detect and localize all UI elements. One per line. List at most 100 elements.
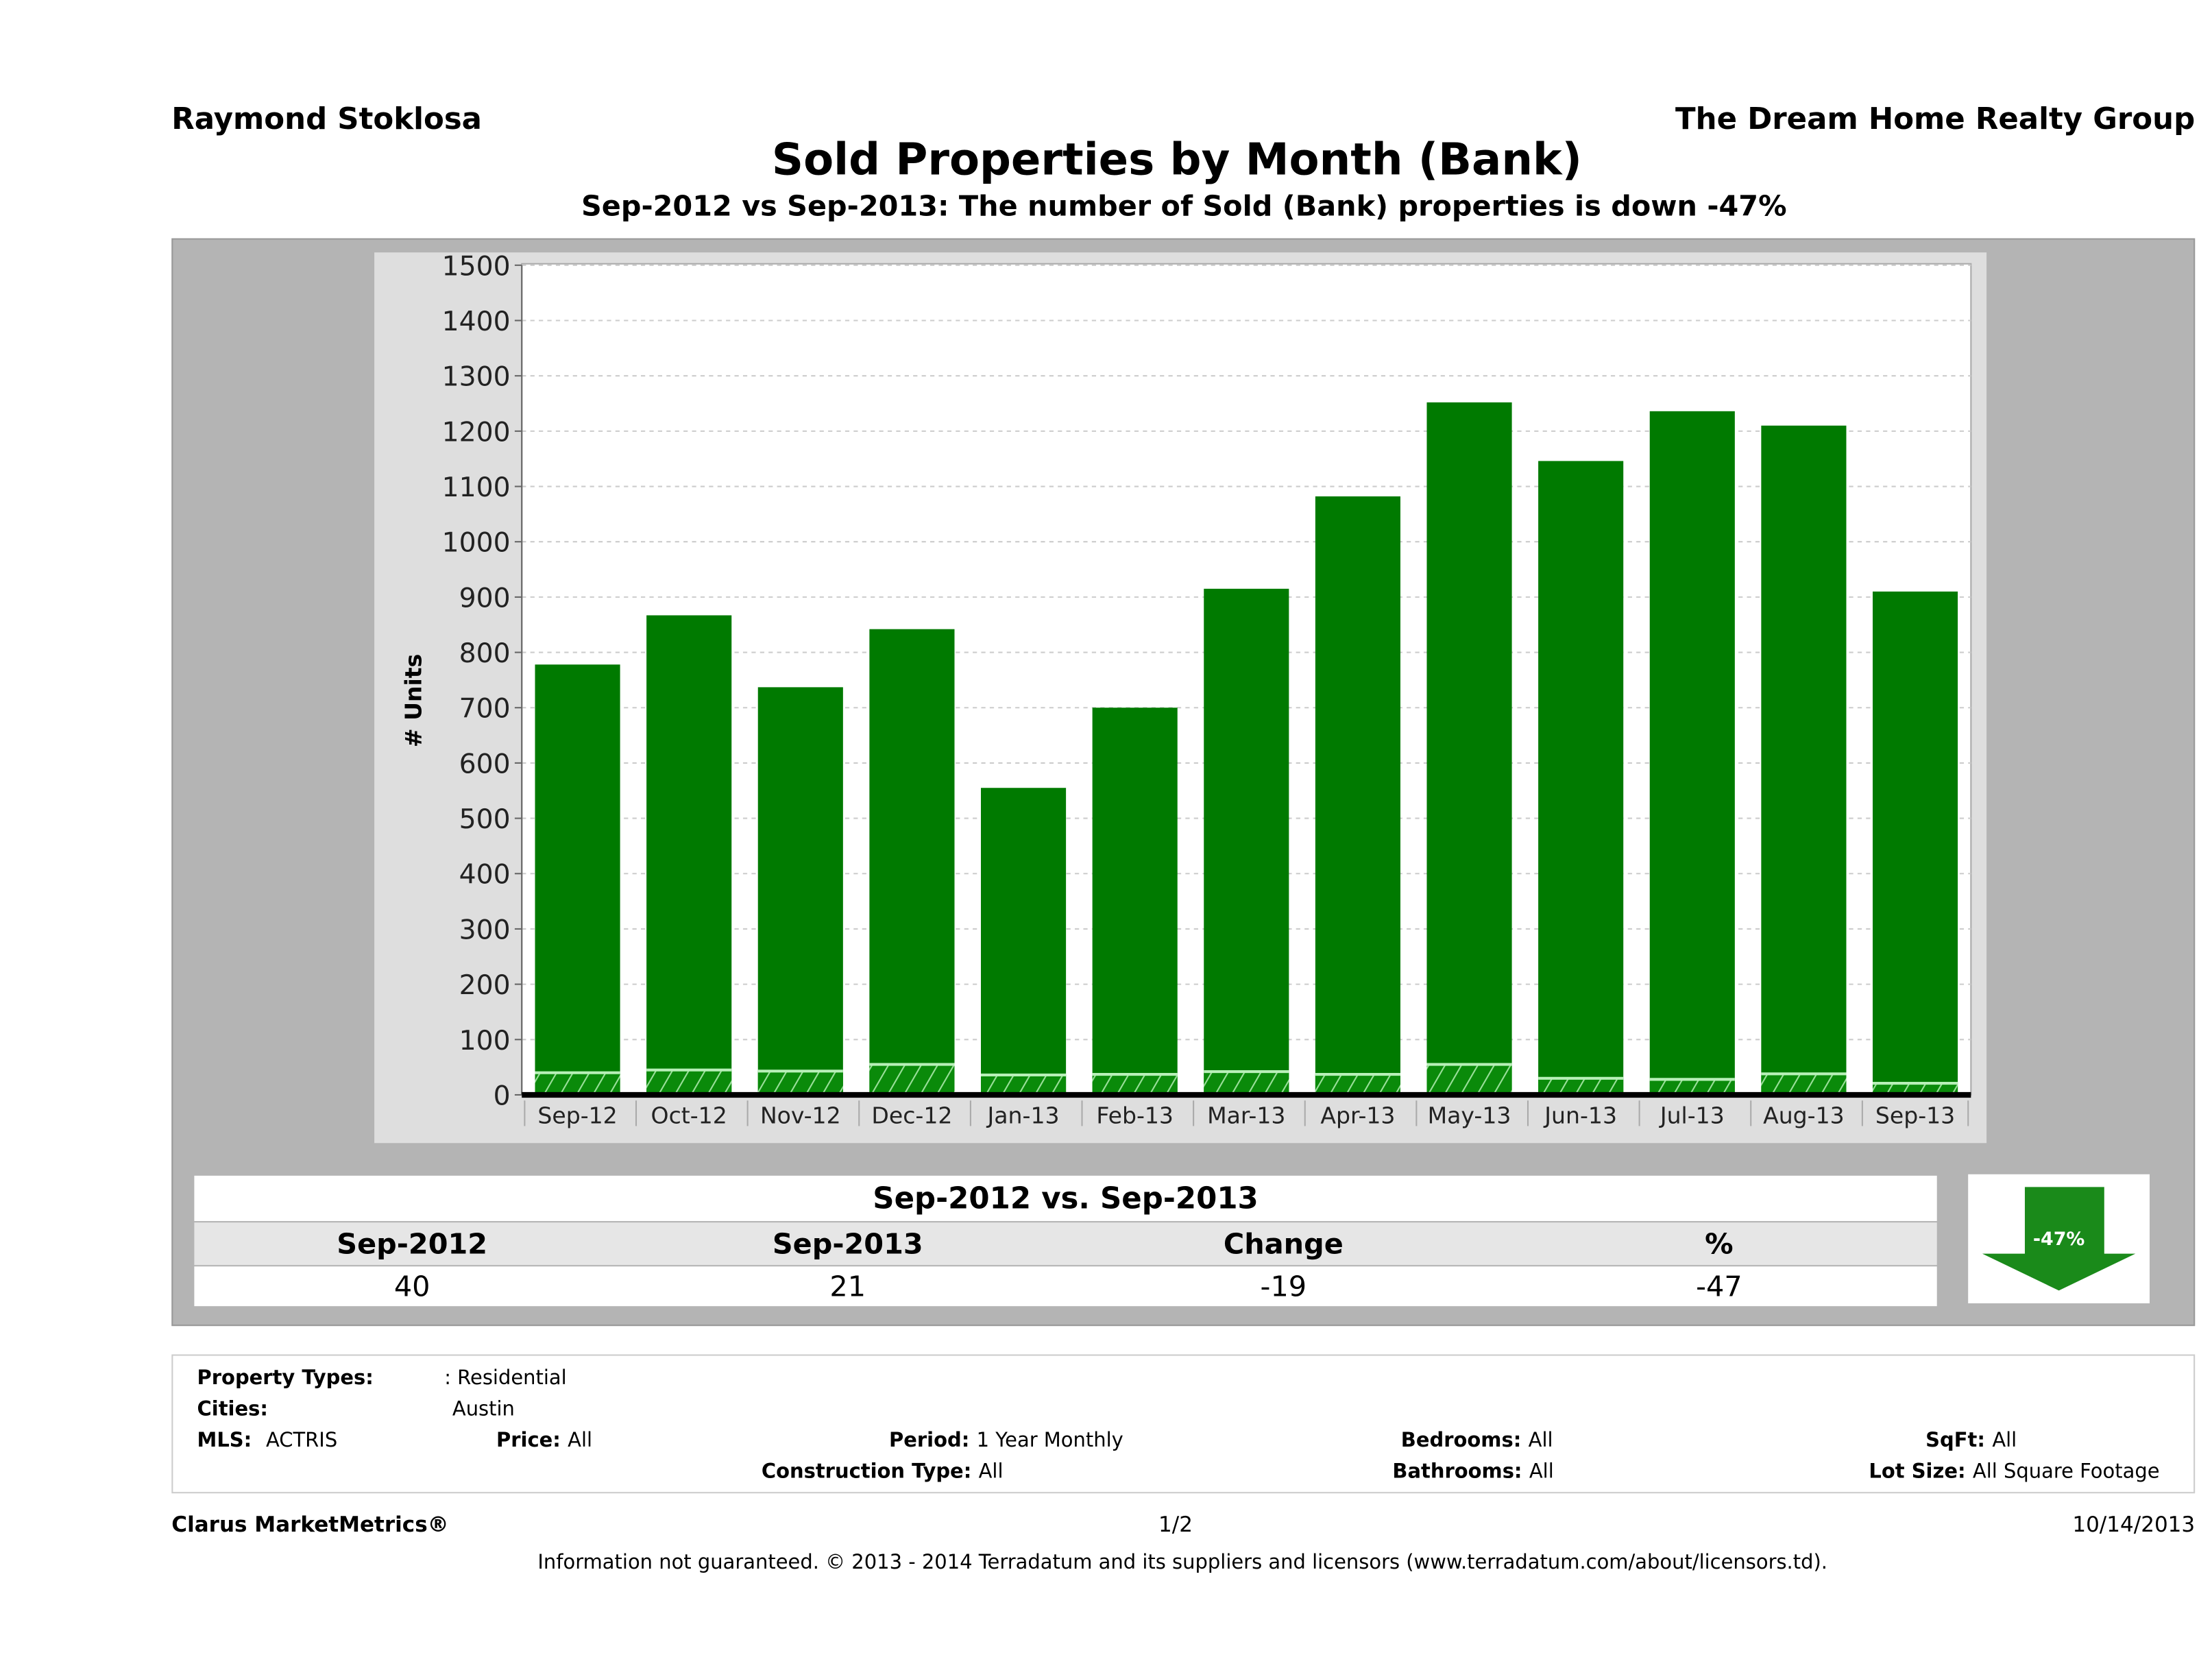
bar-total [1649, 411, 1735, 1095]
filter-label: Cities: [197, 1398, 268, 1421]
bar-bank [1649, 1079, 1735, 1095]
bar-bank [1761, 1074, 1847, 1095]
bar-total [1538, 461, 1624, 1095]
filter-value: All [978, 1460, 1004, 1484]
page-subtitle: Sep-2012 vs Sep-2013: The number of Sold… [581, 189, 1787, 223]
filter-mls: MLS: ACTRIS [197, 1428, 338, 1453]
brand-name: Clarus MarketMetrics® [171, 1512, 449, 1538]
x-tick-label: Jan-13 [986, 1102, 1060, 1128]
y-tick-label: 100 [459, 1026, 511, 1056]
bar-bank [757, 1071, 843, 1095]
filter-value: : Residential [444, 1367, 567, 1390]
filter-sqft: SqFt: All [1925, 1428, 2017, 1453]
bar-bank [646, 1070, 732, 1095]
filter-label: Price: [496, 1429, 561, 1453]
col-header: % [1705, 1227, 1734, 1261]
y-tick-label: 0 [494, 1080, 511, 1111]
filter-label: Bathrooms: [1392, 1460, 1522, 1484]
disclaimer: Information not guaranteed. © 2013 - 201… [537, 1551, 1828, 1575]
x-tick-label: Oct-12 [651, 1102, 727, 1128]
page-number: 1/2 [1158, 1512, 1193, 1538]
col-header: Sep-2012 [337, 1227, 488, 1261]
change-badge: -47% [1968, 1174, 2150, 1304]
filter-value: ACTRIS [265, 1429, 338, 1453]
comparison-heading: Sep-2012 vs. Sep-2013 [873, 1181, 1259, 1216]
col-header: Change [1223, 1227, 1344, 1261]
bar-bank [1092, 1074, 1178, 1095]
filter-value: All [1528, 1429, 1553, 1453]
bar-chart: 0 100 200 300 400 500 600 700 800 900 1000 1100 1200… [400, 252, 1972, 1128]
chart-container: 0 100 200 300 400 500 600 700 800 900 1000 1100 1200… [374, 252, 1987, 1144]
bar-total [1315, 496, 1400, 1095]
y-tick-label: 800 [459, 638, 511, 669]
bar-bank [980, 1074, 1067, 1095]
x-tick-label: May-13 [1428, 1102, 1511, 1128]
filter-label: Lot Size: [1869, 1460, 1966, 1484]
bar-bank [1204, 1072, 1289, 1095]
filter-value: Austin [452, 1398, 515, 1421]
filter-price: Price: All [496, 1428, 592, 1453]
y-tick-label: 200 [459, 970, 511, 1001]
x-tick-label: Sep-13 [1875, 1102, 1955, 1128]
bar-total [1761, 425, 1847, 1095]
y-tick-label: 1000 [442, 528, 511, 559]
filter-period: Period: 1 Year Monthly [889, 1428, 1123, 1453]
x-tick-label: Jun-13 [1543, 1102, 1617, 1128]
y-tick-label: 1400 [442, 306, 511, 337]
y-tick-label: 1500 [442, 252, 511, 282]
filter-value: 1 Year Monthly [976, 1429, 1123, 1453]
filter-value: All [1529, 1460, 1554, 1484]
badge-text: -47% [2033, 1229, 2085, 1250]
filter-value: All [568, 1429, 593, 1453]
filter-summary: Property Types: : Residential Cities: Au… [171, 1354, 2196, 1494]
x-tick-label: Feb-13 [1096, 1102, 1174, 1128]
bar-total [1426, 402, 1512, 1095]
filter-label: Construction Type: [761, 1460, 972, 1484]
y-tick-label: 300 [459, 915, 511, 945]
filter-property-types: Property Types: : Residential [197, 1366, 609, 1391]
bar-bank [1426, 1064, 1512, 1095]
bar-total [980, 788, 1067, 1095]
x-tick-label: Nov-12 [760, 1102, 841, 1128]
bar-total [1872, 591, 1958, 1095]
y-tick-label: 700 [459, 694, 511, 725]
x-tick-label: Sep-12 [537, 1102, 617, 1128]
bar-total [1204, 588, 1289, 1095]
x-tick-label: Aug-13 [1763, 1102, 1845, 1128]
filter-label: MLS: [197, 1429, 252, 1453]
filter-label: Property Types: [197, 1367, 374, 1390]
company-name: The Dream Home Realty Group [1675, 101, 2196, 136]
page-title: Sold Properties by Month (Bank) [771, 134, 1582, 186]
bar-total [757, 687, 843, 1095]
filter-value: All Square Footage [1972, 1460, 2160, 1484]
y-tick-label: 1200 [442, 417, 511, 448]
bar-bank [1315, 1074, 1400, 1095]
comparison-table: Sep-2012 vs. Sep-2013 Sep-2012 Sep-2013 … [194, 1175, 1937, 1307]
col-header: Sep-2013 [772, 1227, 923, 1261]
y-tick-label: 400 [459, 860, 511, 891]
filter-bedrooms: Bedrooms: All [1401, 1428, 1553, 1453]
x-tick-label: Jul-13 [1659, 1102, 1725, 1128]
filter-label: SqFt: [1925, 1429, 1985, 1453]
y-axis-label: # Units [400, 654, 426, 747]
y-tick-label: 1100 [442, 472, 511, 503]
filter-cities: Cities: Austin [197, 1397, 515, 1423]
x-tick-label: Apr-13 [1320, 1102, 1395, 1128]
filter-label: Period: [889, 1429, 970, 1453]
filter-construction: Construction Type: All [762, 1460, 1004, 1485]
report-date: 10/14/2013 [2072, 1512, 2196, 1538]
filter-bathrooms: Bathrooms: All [1392, 1460, 1553, 1485]
bar-bank [535, 1072, 620, 1095]
x-tick-label: Mar-13 [1207, 1102, 1285, 1128]
bar-total [535, 664, 620, 1095]
value-cell: 40 [393, 1269, 430, 1304]
value-cell: -19 [1260, 1269, 1307, 1304]
filter-value: All [1992, 1429, 2017, 1453]
bar-total [869, 629, 955, 1095]
y-tick-label: 600 [459, 749, 511, 780]
y-tick-label: 500 [459, 804, 511, 835]
value-cell: -47 [1696, 1269, 1742, 1304]
filter-lot-size: Lot Size: All Square Footage [1869, 1460, 2159, 1485]
y-tick-label: 900 [459, 583, 511, 614]
filter-label: Bedrooms: [1400, 1429, 1522, 1453]
